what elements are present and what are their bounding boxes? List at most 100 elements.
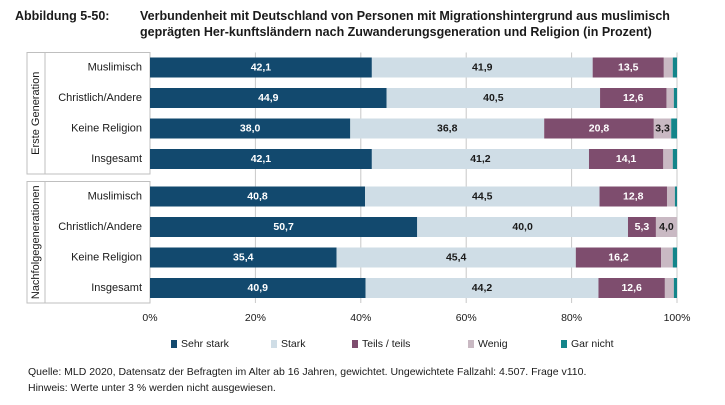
- x-tick-label: 80%: [561, 312, 582, 324]
- x-tick-label: 40%: [350, 312, 371, 324]
- group-frame: [26, 181, 151, 304]
- bar-segment: [575, 247, 662, 268]
- row-label: Muslimisch: [88, 62, 142, 74]
- bar-segment: [673, 278, 677, 298]
- group-frame: [26, 52, 151, 175]
- legend-label: Sehr stark: [181, 338, 230, 350]
- data-label: 5,3: [635, 221, 650, 233]
- row-label: Insgesamt: [91, 282, 142, 294]
- row-label: Christlich/Andere: [58, 221, 142, 233]
- bar-segment: [661, 247, 673, 268]
- stacked-bar-chart: Erste Generation Nachfolgegenerationen Mus…: [26, 52, 691, 350]
- bar-segment: [150, 217, 418, 237]
- legend-swatch: [271, 340, 277, 348]
- legend-swatch: [468, 340, 474, 348]
- bar-segment: [627, 217, 656, 237]
- bar-segment: [666, 88, 674, 108]
- bar-segment: [150, 57, 372, 78]
- bar-segment: [150, 118, 351, 139]
- group-label: Nachfolgegenerationen: [30, 185, 42, 299]
- row-label: Keine Religion: [71, 252, 142, 264]
- row-label: Muslimisch: [88, 191, 142, 203]
- bar-segment: [365, 278, 599, 298]
- bar-segment: [672, 57, 677, 78]
- data-label: 42,1: [251, 153, 272, 165]
- row-label: Insgesamt: [91, 153, 142, 165]
- figure-label: Abbildung 5-50:: [15, 9, 110, 23]
- legend-label: Teils / teils: [362, 338, 410, 350]
- data-label: 35,4: [233, 252, 254, 264]
- bar-segment: [592, 57, 664, 78]
- group-label: Erste Generation: [30, 72, 42, 155]
- bar-segment: [600, 88, 667, 108]
- data-label: 44,9: [258, 92, 279, 104]
- legend-label: Gar nicht: [571, 338, 614, 350]
- data-label: 42,1: [251, 62, 272, 74]
- bar-segment: [663, 57, 673, 78]
- bar-segment: [150, 186, 366, 207]
- bar-segment: [150, 247, 337, 268]
- data-label: 41,9: [472, 62, 493, 74]
- data-label: 13,5: [618, 62, 639, 74]
- bar-segment: [599, 186, 667, 207]
- data-label: 12,8: [623, 191, 644, 203]
- data-label: 41,2: [470, 153, 491, 165]
- bar-segment: [336, 247, 576, 268]
- legend-swatch: [352, 340, 358, 348]
- bar-segment: [588, 149, 664, 169]
- data-label: 44,2: [472, 282, 493, 294]
- data-label: 45,4: [446, 252, 467, 264]
- data-label: 20,8: [589, 123, 610, 135]
- data-label: 12,6: [621, 282, 642, 294]
- bar-segment: [653, 118, 672, 139]
- source-note: Quelle: MLD 2020, Datensatz der Befragte…: [28, 366, 587, 378]
- row-label: Christlich/Andere: [58, 92, 142, 104]
- legend-label: Stark: [281, 338, 306, 350]
- bar-segment: [150, 278, 366, 298]
- data-label: 38,0: [240, 123, 261, 135]
- x-tick-label: 20%: [245, 312, 266, 324]
- data-label: 14,1: [616, 153, 637, 165]
- bar-segment: [666, 186, 675, 207]
- x-tick-label: 0%: [142, 312, 157, 324]
- bar-segment: [673, 88, 677, 108]
- data-label: 40,8: [247, 191, 268, 203]
- data-label: 36,8: [437, 123, 458, 135]
- bar-segment: [674, 186, 677, 207]
- data-label: 40,5: [483, 92, 504, 104]
- bar-segment: [417, 217, 628, 237]
- chart-title: Abbildung 5-50: Verbundenheit mit Deutsch…: [15, 8, 715, 40]
- data-label: 44,5: [472, 191, 493, 203]
- data-label: 3,3: [655, 123, 670, 135]
- bar-segment: [671, 118, 677, 139]
- legend-label: Wenig: [478, 338, 508, 350]
- x-tick-label: 100%: [664, 312, 691, 324]
- data-label: 12,6: [623, 92, 644, 104]
- hint-note: Hinweis: Werte unter 3 % werden nicht au…: [28, 382, 276, 394]
- bar-segment: [386, 88, 601, 108]
- bar-segment: [598, 278, 665, 298]
- bar-segment: [371, 149, 589, 169]
- bar-segment: [150, 88, 387, 108]
- bar-segment: [664, 278, 674, 298]
- bar-segment: [544, 118, 654, 139]
- bar-segment: [655, 217, 677, 237]
- figure-title: Verbundenheit mit Deutschland von Person…: [140, 9, 670, 39]
- bar-segment: [672, 247, 677, 268]
- data-label: 4,0: [659, 221, 674, 233]
- bar-segment: [371, 57, 593, 78]
- chart-footer: Quelle: MLD 2020, Datensatz der Befragte…: [28, 364, 586, 396]
- row-label: Keine Religion: [71, 123, 142, 135]
- data-label: 50,7: [273, 221, 294, 233]
- bar-segment: [663, 149, 673, 169]
- legend-swatch: [171, 340, 177, 348]
- bar-segment: [150, 149, 372, 169]
- legend-swatch: [561, 340, 567, 348]
- data-label: 40,9: [248, 282, 269, 294]
- bar-segment: [672, 149, 677, 169]
- bar-segment: [365, 186, 600, 207]
- data-label: 40,0: [512, 221, 533, 233]
- x-tick-label: 60%: [456, 312, 477, 324]
- data-label: 16,2: [608, 252, 629, 264]
- bar-segment: [350, 118, 545, 139]
